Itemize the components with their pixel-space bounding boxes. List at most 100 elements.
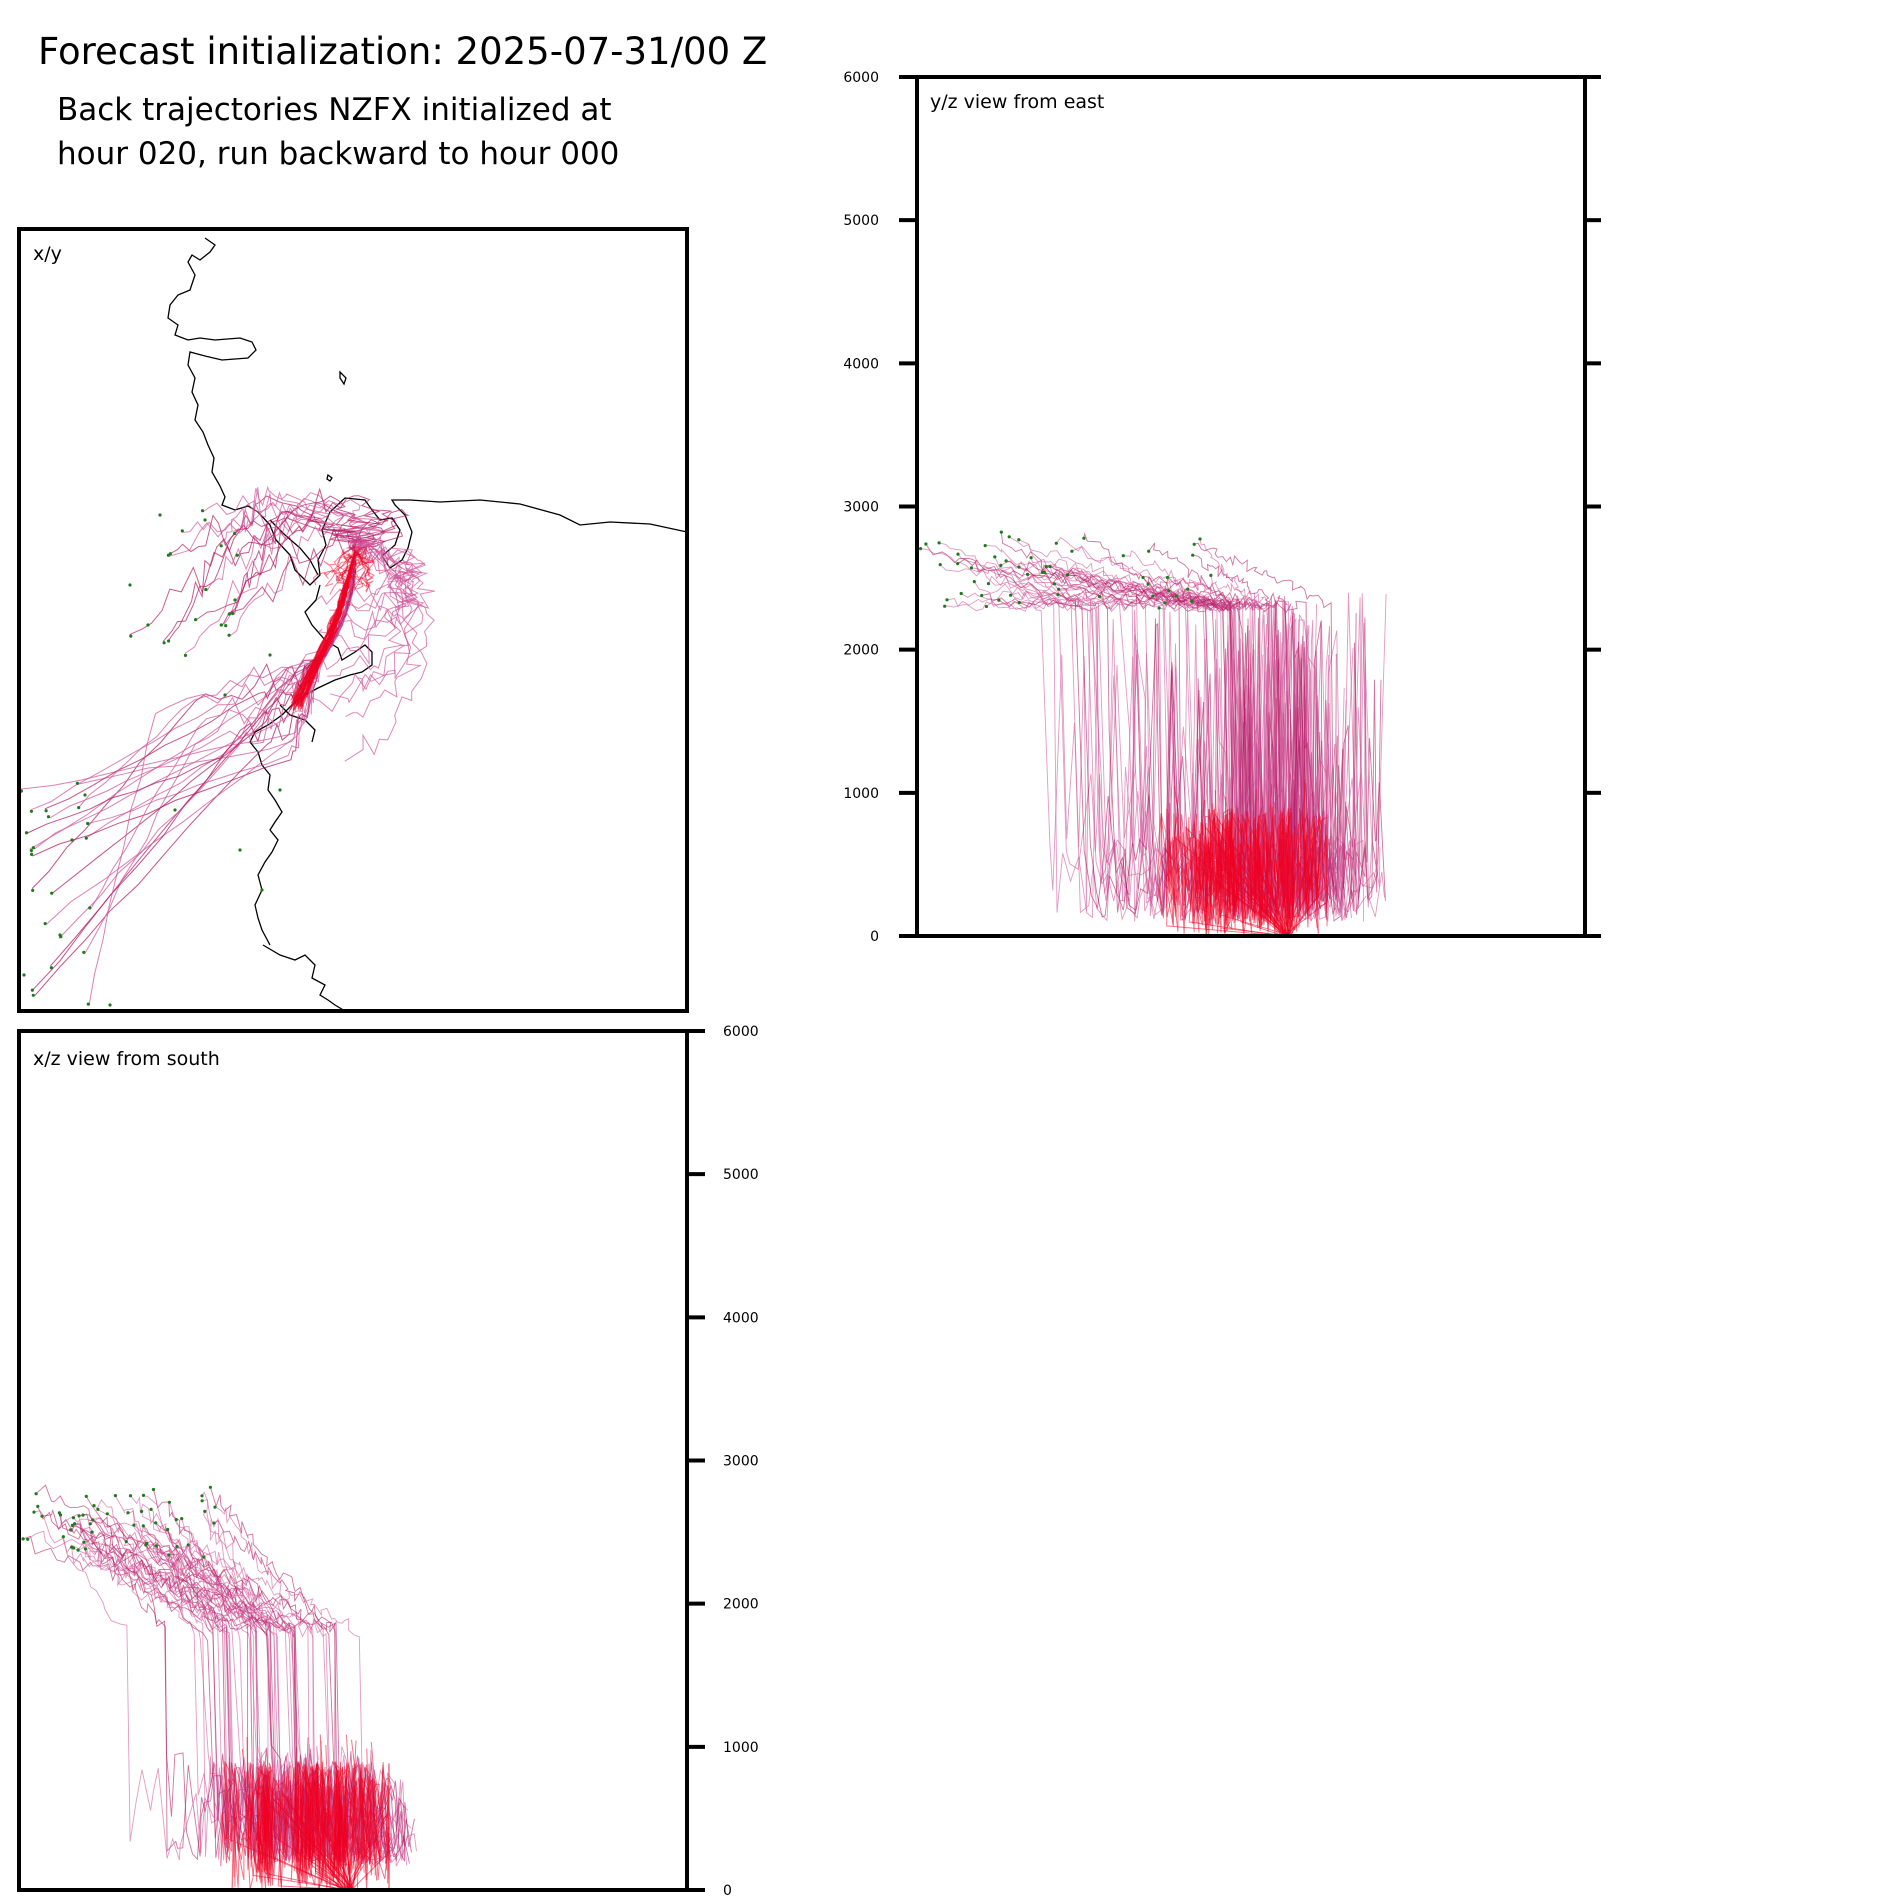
endpoint-marker (945, 598, 949, 602)
z-trajectory (155, 1545, 361, 1861)
z-trajectory (187, 1544, 405, 1850)
y-tick-label: 0 (723, 1883, 732, 1899)
z-trajectory-recent (315, 1761, 349, 1891)
z-trajectory-recent (233, 1794, 350, 1891)
endpoint-marker (29, 849, 33, 853)
endpoint-marker (128, 583, 132, 587)
endpoint-marker (1151, 594, 1155, 598)
endpoint-marker (999, 563, 1003, 568)
endpoint-marker (174, 1518, 178, 1522)
endpoint-marker (227, 612, 231, 616)
xy-panel-label: x/y (33, 243, 62, 265)
endpoint-marker (92, 1504, 96, 1508)
z-trajectory-recent (1179, 816, 1291, 937)
z-trajectory-recent (346, 1767, 389, 1891)
endpoint-marker (1052, 582, 1056, 586)
xz-panel: 0 1000 2000 3000 4000 5000 6000 x/z view from … (17, 1024, 759, 1899)
endpoint-marker (167, 1500, 171, 1504)
endpoint-marker (86, 821, 90, 826)
endpoint-marker (132, 1523, 136, 1527)
endpoint-marker (969, 566, 974, 570)
z-trajectory-recent (1156, 813, 1287, 937)
xy-trajectory (84, 553, 356, 953)
xz-trajectories (22, 1484, 417, 1891)
xy-trajectory-recent (324, 553, 353, 588)
endpoint-marker (40, 1514, 44, 1518)
yz-axis: 0 1000 2000 3000 4000 5000 6000 (843, 70, 1601, 945)
coastline-segment (167, 237, 688, 586)
endpoint-marker (1082, 536, 1086, 540)
endpoint-marker (158, 513, 162, 517)
yz-trajectories (920, 532, 1387, 937)
endpoint-marker (238, 848, 242, 852)
endpoint-marker (1017, 600, 1021, 605)
endpoint-marker (919, 547, 923, 551)
endpoint-marker (1146, 582, 1150, 586)
endpoint-marker (1198, 537, 1202, 541)
subtitle-line-1: Back trajectories NZFX initialized at (57, 92, 612, 128)
endpoint-marker (1157, 606, 1161, 610)
xy-panel-frame (17, 227, 689, 1013)
endpoint-marker (208, 1485, 212, 1489)
xy-trajectory (50, 552, 357, 967)
endpoint-marker (128, 1494, 133, 1498)
xy-trajectory (52, 551, 357, 894)
endpoint-marker (86, 1002, 90, 1006)
xz-endpoint-markers (21, 1485, 217, 1559)
endpoint-marker (1174, 594, 1178, 598)
endpoint-marker (924, 542, 928, 546)
xy-map-panel: x/y (17, 227, 689, 1013)
figure-title: Forecast initialization: 2025-07-31/00 Z (38, 30, 768, 73)
endpoint-marker (1190, 599, 1194, 604)
xy-trajectory-recent (335, 552, 351, 595)
endpoint-marker (108, 1003, 112, 1007)
endpoint-marker (84, 1494, 88, 1498)
xy-trajectory-recent (336, 557, 350, 592)
z-trajectory (1123, 550, 1350, 922)
z-trajectory (1030, 557, 1379, 920)
endpoint-marker (1040, 570, 1044, 575)
z-trajectory-recent (313, 1762, 354, 1891)
xy-trajectory-recent (340, 560, 364, 606)
endpoint-marker (200, 1499, 204, 1503)
xy-trajectory-recent (356, 552, 374, 590)
endpoint-marker (200, 509, 205, 513)
y-tick-label: 3000 (723, 1454, 759, 1470)
z-trajectory-recent (244, 1764, 351, 1891)
xy-trajectory-recent (359, 546, 377, 564)
endpoint-marker (1165, 575, 1170, 580)
xy-trajectory (227, 495, 381, 616)
endpoint-marker (180, 529, 184, 533)
endpoint-marker (203, 518, 207, 522)
y-tick-label: 1000 (723, 1740, 759, 1756)
endpoint-marker (983, 544, 987, 548)
xy-trajectory (87, 553, 355, 838)
z-trajectory (58, 1512, 406, 1851)
endpoint-marker (1121, 554, 1125, 558)
xy-trajectory (168, 510, 365, 555)
coastline (167, 237, 688, 1012)
z-trajectory-recent (1277, 808, 1291, 937)
xz-axis: 0 1000 2000 3000 4000 5000 6000 (687, 1024, 759, 1899)
z-trajectory-recent (220, 1761, 354, 1891)
endpoint-marker (24, 831, 29, 835)
xy-trajectory-recent (323, 551, 348, 582)
endpoint-marker (997, 598, 1001, 602)
endpoint-marker (75, 781, 79, 785)
endpoint-marker (1017, 538, 1021, 542)
z-trajectory-recent (257, 1766, 354, 1891)
xy-trajectory (182, 500, 369, 552)
endpoint-marker (81, 1513, 85, 1517)
z-trajectory (73, 1547, 335, 1860)
endpoint-marker (167, 1553, 171, 1557)
endpoint-marker (194, 618, 198, 622)
coastline-segment (339, 370, 347, 386)
endpoint-marker (993, 555, 997, 559)
y-tick-label: 1000 (843, 786, 879, 802)
endpoint-marker (90, 1530, 94, 1534)
endpoint-marker (956, 562, 960, 566)
endpoint-marker (937, 541, 941, 545)
endpoint-marker (223, 693, 227, 697)
xy-trajectory (88, 550, 356, 824)
